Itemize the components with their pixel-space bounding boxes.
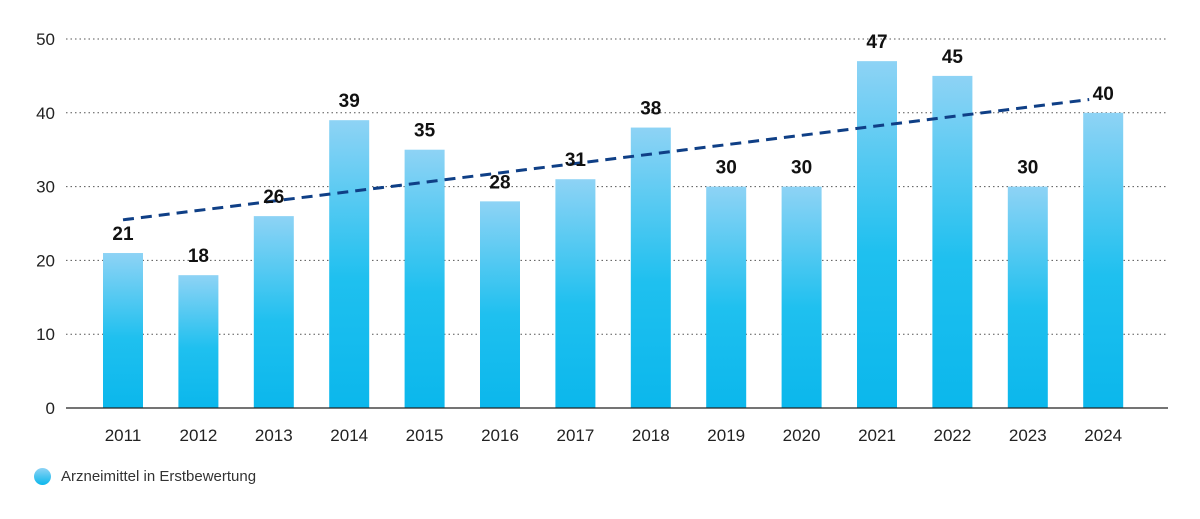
x-tick-label: 2017 (556, 426, 594, 445)
data-label: 18 (188, 246, 209, 267)
x-tick-label: 2014 (330, 426, 368, 445)
x-tick-label: 2013 (255, 426, 293, 445)
x-tick-label: 2024 (1084, 426, 1122, 445)
y-tick-label: 20 (36, 251, 55, 270)
bar (178, 275, 219, 408)
x-tick-label: 2012 (179, 426, 217, 445)
y-tick-label: 50 (36, 30, 55, 49)
bar (1083, 112, 1124, 409)
x-tick-label: 2022 (933, 426, 971, 445)
x-tick-label: 2015 (406, 426, 444, 445)
x-tick-label: 2019 (707, 426, 745, 445)
grid-lines (66, 38, 1168, 335)
data-label: 31 (565, 150, 587, 171)
bars (103, 61, 1124, 409)
bar (781, 186, 822, 408)
y-tick-label: 10 (36, 325, 55, 344)
x-tick-label: 2016 (481, 426, 519, 445)
x-axis-ticks: 2011 2012 2013 2014 2015 2016 2017 2018 2019 2020… (105, 426, 1122, 445)
y-tick-label: 40 (36, 104, 55, 123)
data-label: 30 (791, 158, 812, 179)
data-labels: 21 18 26 39 35 28 31 38 30 30 47 45 30 40 (112, 32, 1113, 267)
data-label: 26 (263, 187, 284, 208)
bar (630, 127, 671, 408)
bar (329, 120, 370, 409)
x-tick-label: 2011 (105, 426, 142, 445)
bar (555, 179, 596, 408)
bar (932, 75, 973, 409)
legend: Arzneimittel in Erstbewertung (34, 468, 256, 485)
y-axis-ticks: 0 10 20 30 40 50 (36, 30, 55, 418)
data-label: 45 (942, 47, 964, 68)
bar (857, 61, 897, 408)
data-label: 47 (866, 32, 887, 53)
data-label: 35 (414, 121, 436, 142)
x-tick-label: 2023 (1009, 426, 1047, 445)
data-label: 30 (1017, 158, 1038, 179)
bar (404, 149, 445, 408)
bar (706, 186, 747, 408)
data-label: 40 (1093, 84, 1114, 105)
y-tick-label: 0 (46, 399, 55, 418)
data-label: 21 (112, 224, 134, 245)
bar (480, 201, 520, 408)
data-label: 28 (489, 172, 510, 193)
data-label: 38 (640, 99, 661, 120)
bar (1007, 186, 1048, 408)
bar (253, 216, 294, 408)
bar (103, 253, 143, 408)
legend-swatch (34, 468, 51, 485)
trend-line (122, 98, 1090, 222)
x-tick-label: 2021 (858, 426, 896, 445)
y-tick-label: 30 (36, 178, 55, 197)
x-tick-label: 2020 (783, 426, 821, 445)
data-label: 30 (716, 158, 737, 179)
legend-label: Arzneimittel in Erstbewertung (61, 468, 257, 485)
data-label: 39 (339, 91, 360, 112)
x-tick-label: 2018 (632, 426, 670, 445)
